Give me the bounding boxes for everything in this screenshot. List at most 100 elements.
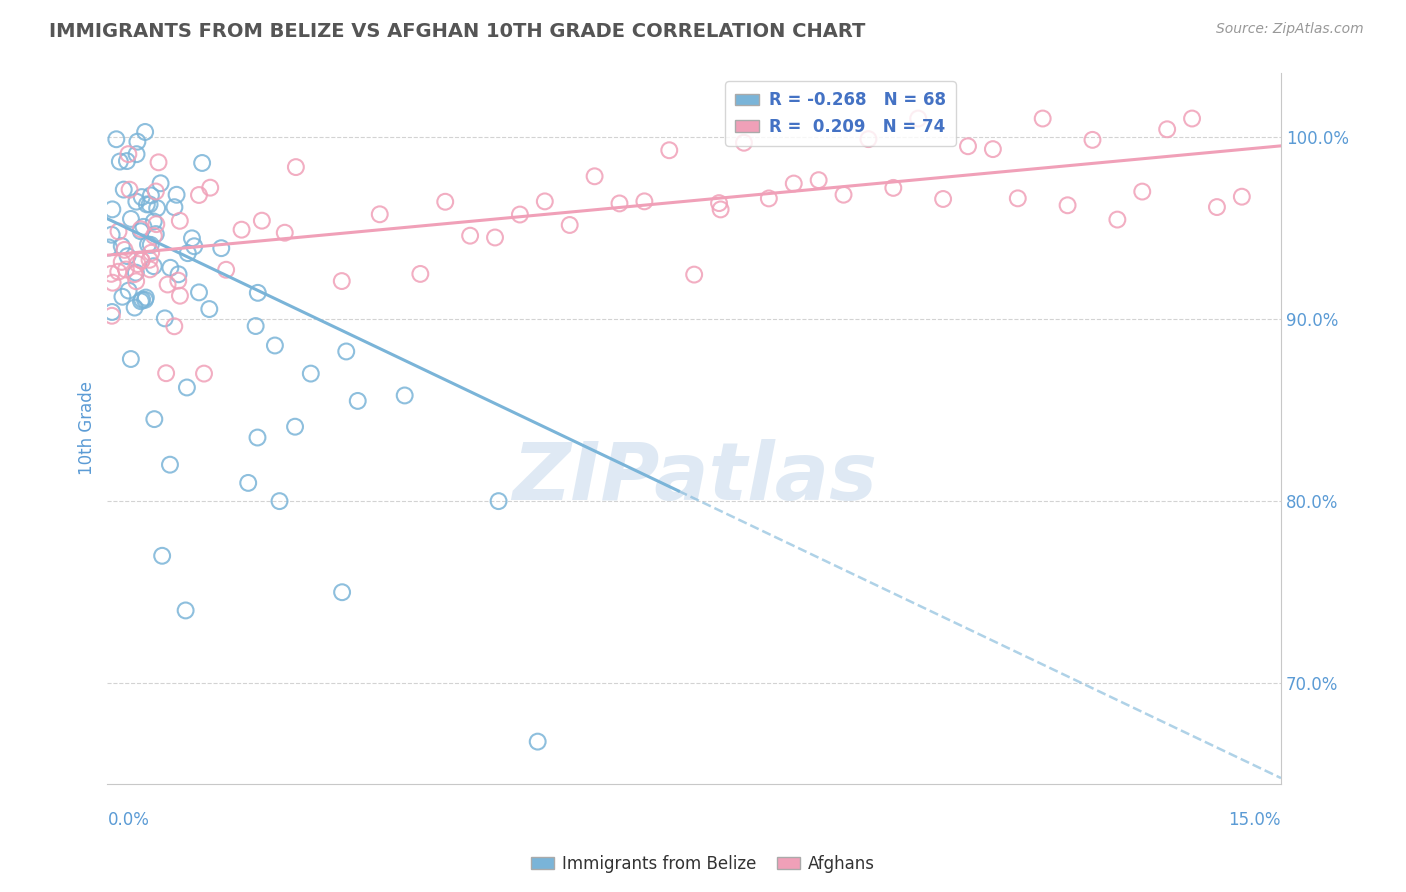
Point — [105, 132, 128, 146]
Point — [127, 257, 149, 271]
Point — [108, 154, 131, 169]
Point — [209, 241, 232, 255]
Point — [200, 180, 222, 194]
Point — [509, 208, 531, 222]
Point — [583, 169, 606, 184]
Point — [907, 112, 929, 126]
Point — [250, 213, 273, 227]
Point — [117, 249, 139, 263]
Point — [166, 187, 188, 202]
Point — [100, 267, 122, 281]
Point — [1007, 191, 1029, 205]
Point — [167, 268, 190, 282]
Point — [149, 176, 172, 190]
Point — [335, 344, 357, 359]
Point — [330, 585, 353, 599]
Point — [188, 285, 211, 300]
Point — [246, 285, 269, 300]
Point — [1081, 133, 1104, 147]
Point — [145, 217, 167, 231]
Point — [118, 183, 141, 197]
Point — [832, 187, 855, 202]
Point — [330, 274, 353, 288]
Point — [101, 309, 124, 323]
Text: IMMIGRANTS FROM BELIZE VS AFGHAN 10TH GRADE CORRELATION CHART: IMMIGRANTS FROM BELIZE VS AFGHAN 10TH GR… — [49, 22, 866, 41]
Point — [125, 147, 148, 161]
Point — [167, 274, 190, 288]
Point — [129, 224, 152, 238]
Point — [117, 147, 139, 161]
Point — [1056, 198, 1078, 212]
Point — [107, 224, 129, 238]
Point — [131, 253, 153, 268]
Point — [111, 239, 134, 253]
Point — [97, 240, 120, 254]
Point — [882, 181, 904, 195]
Point — [125, 266, 148, 280]
Point — [710, 202, 733, 217]
Point — [245, 319, 267, 334]
Point — [159, 260, 181, 275]
Point — [284, 419, 307, 434]
Point — [434, 194, 457, 209]
Point — [488, 494, 510, 508]
Point — [181, 231, 204, 245]
Point — [733, 136, 755, 150]
Point — [139, 262, 162, 277]
Point — [183, 239, 205, 253]
Point — [114, 243, 136, 257]
Point — [115, 154, 138, 169]
Point — [142, 259, 165, 273]
Point — [409, 267, 432, 281]
Point — [111, 255, 134, 269]
Point — [131, 190, 153, 204]
Point — [159, 458, 181, 472]
Point — [139, 188, 162, 202]
Legend: Immigrants from Belize, Afghans: Immigrants from Belize, Afghans — [524, 848, 882, 880]
Point — [484, 230, 506, 244]
Point — [101, 276, 124, 290]
Point — [142, 228, 165, 243]
Point — [163, 319, 186, 334]
Point — [124, 301, 146, 315]
Legend: R = -0.268   N = 68, R =  0.209   N = 74: R = -0.268 N = 68, R = 0.209 N = 74 — [725, 81, 956, 145]
Point — [156, 277, 179, 292]
Point — [274, 226, 297, 240]
Point — [136, 237, 159, 252]
Point — [134, 125, 156, 139]
Point — [215, 262, 238, 277]
Point — [783, 177, 806, 191]
Point — [1181, 112, 1204, 126]
Point — [124, 267, 146, 281]
Point — [758, 191, 780, 205]
Point — [127, 135, 149, 149]
Point — [131, 293, 153, 307]
Point — [264, 338, 287, 352]
Point — [129, 222, 152, 236]
Point — [394, 388, 416, 402]
Point — [1230, 190, 1253, 204]
Point — [135, 291, 157, 305]
Point — [1032, 112, 1054, 126]
Point — [100, 227, 122, 242]
Point — [146, 201, 169, 215]
Point — [1156, 122, 1178, 136]
Point — [368, 207, 391, 221]
Point — [169, 214, 191, 228]
Point — [176, 380, 198, 394]
Point — [135, 197, 157, 211]
Point — [125, 194, 148, 209]
Point — [120, 351, 142, 366]
Point — [169, 289, 191, 303]
Point — [1107, 212, 1129, 227]
Point — [134, 293, 156, 307]
Point — [101, 202, 124, 217]
Point — [246, 431, 269, 445]
Point — [125, 274, 148, 288]
Point — [956, 139, 979, 153]
Point — [1206, 200, 1229, 214]
Point — [558, 218, 581, 232]
Point — [153, 311, 176, 326]
Point — [163, 200, 186, 214]
Text: 0.0%: 0.0% — [107, 811, 149, 829]
